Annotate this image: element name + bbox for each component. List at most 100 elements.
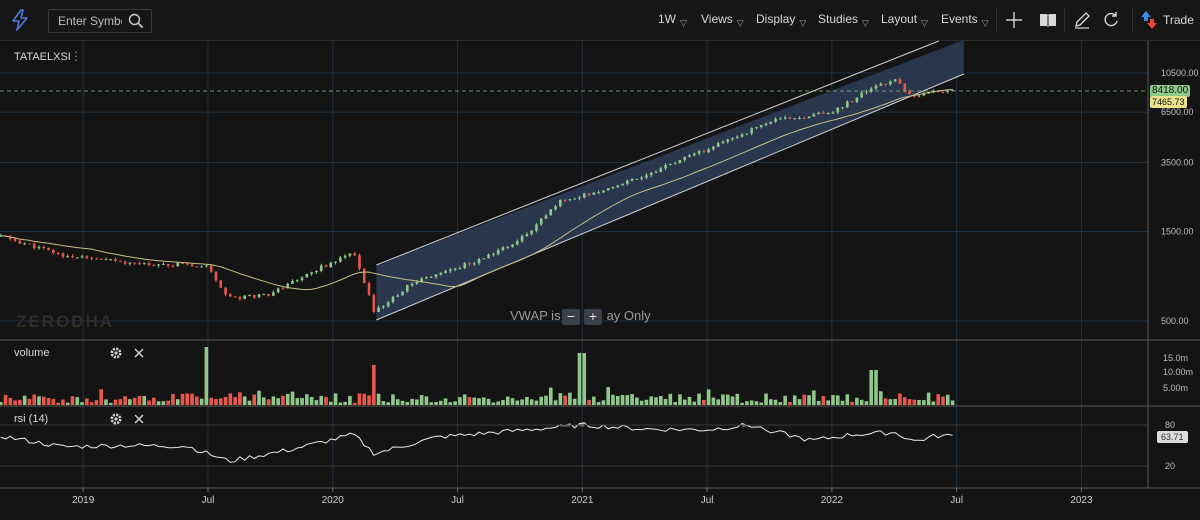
candle-body (23, 243, 26, 245)
candle-body (530, 230, 533, 235)
candle-body (922, 93, 926, 96)
pencil-icon[interactable] (1072, 10, 1092, 30)
volume-tick-label: 5.00m (1163, 383, 1188, 393)
candle-body (463, 263, 466, 269)
candle-body (276, 288, 280, 293)
candle-body (410, 283, 414, 286)
volume-bar (324, 396, 328, 405)
display-menu[interactable]: Display ▽ (756, 12, 806, 28)
symbol-name[interactable]: TATAELXSI (14, 51, 71, 63)
candle-body (740, 134, 744, 137)
candle-body (42, 246, 46, 248)
volume-bar (697, 393, 701, 405)
volume-bar (94, 400, 99, 405)
bolt-icon[interactable] (10, 9, 30, 31)
chart-area[interactable]: 2019 Jul 2020 Jul 2021 Jul 2022 Jul 2023 10500.0… (0, 40, 1200, 520)
volume-bar (89, 402, 94, 405)
volume-bar (745, 401, 749, 405)
volume-bar (171, 393, 175, 405)
volume-bar (348, 395, 352, 405)
moving-average-line (0, 89, 953, 291)
symbol-options-icon[interactable]: ⋮ (70, 49, 82, 63)
layout-menu[interactable]: Layout ▽ (881, 12, 928, 28)
candle-body (85, 256, 89, 258)
studies-menu[interactable]: Studies ▽ (818, 12, 869, 28)
toolbar-divider (1132, 8, 1133, 32)
volume-bar (888, 399, 893, 405)
candle-body (181, 263, 184, 265)
zoom-in-button[interactable]: + (584, 309, 602, 325)
volume-bar (0, 401, 3, 405)
volume-bar (912, 399, 917, 405)
rsi-tick-label: 80 (1165, 420, 1175, 430)
volume-bar (443, 398, 448, 405)
volume-bar (381, 401, 386, 405)
events-menu[interactable]: Events ▽ (941, 12, 989, 28)
close-icon[interactable] (132, 346, 146, 360)
search-input[interactable] (58, 13, 122, 29)
candle-body (37, 246, 41, 249)
price-tick-label: 3500.00 (1161, 157, 1194, 167)
volume-series (0, 347, 955, 405)
candle-body (334, 261, 337, 263)
candle-body (602, 190, 605, 193)
reset-icon[interactable] (1101, 10, 1121, 30)
candle-body (367, 283, 371, 295)
symbol-search[interactable] (48, 9, 152, 33)
search-icon[interactable] (128, 13, 144, 29)
candle-body (731, 138, 734, 140)
trade-button[interactable]: Trade (1163, 13, 1194, 27)
volume-bar (730, 396, 735, 405)
candle-body (453, 268, 457, 270)
candle-body (114, 259, 117, 261)
zoom-out-button[interactable]: − (562, 309, 580, 325)
volume-bar (300, 398, 304, 405)
candle-body (238, 296, 242, 300)
volume-bar (874, 370, 878, 405)
crosshair-icon[interactable] (1004, 10, 1024, 30)
candle-body (496, 250, 500, 255)
candle-body (831, 112, 835, 114)
volume-bar (529, 399, 534, 405)
interval-menu[interactable]: 1W ▽ (658, 12, 687, 28)
candle-body (807, 116, 811, 119)
toolbar-divider (996, 8, 997, 32)
volume-bar (137, 395, 142, 405)
volume-bar (80, 402, 84, 405)
volume-bar (266, 399, 271, 405)
volume-bar (797, 399, 802, 405)
candle-body (630, 179, 634, 181)
candle-body (18, 240, 22, 244)
candle-body (511, 244, 514, 248)
x-tick-label: Jul (451, 495, 464, 506)
volume-bar (773, 399, 778, 405)
volume-bar (305, 394, 309, 405)
volume-bar (328, 401, 333, 405)
volume-bar (572, 398, 577, 405)
volume-bar (218, 398, 223, 405)
trade-arrows-icon[interactable] (1139, 10, 1159, 30)
candle-body (802, 117, 806, 119)
close-icon[interactable] (132, 412, 146, 426)
views-menu[interactable]: Views ▽ (701, 12, 744, 28)
price-tick-label: 10500.00 (1161, 68, 1199, 78)
candle-body (917, 95, 921, 97)
x-tick-label: 2019 (72, 495, 95, 506)
volume-bar (601, 400, 606, 405)
volume-bar (606, 387, 610, 405)
volume-bar (945, 394, 950, 405)
volume-bar (520, 399, 524, 405)
gear-icon[interactable] (109, 346, 123, 360)
candle-body (324, 265, 328, 267)
gear-icon[interactable] (109, 412, 123, 426)
price-tick-label: 6500.00 (1161, 107, 1194, 117)
candle-body (9, 236, 12, 239)
volume-bar (214, 398, 218, 405)
candle-body (386, 302, 390, 307)
book-icon[interactable] (1038, 10, 1058, 30)
candle-body (716, 143, 720, 147)
candle-body (506, 247, 510, 249)
volume-bar (855, 397, 859, 405)
candle-body (219, 280, 223, 288)
candle-body (626, 180, 629, 184)
